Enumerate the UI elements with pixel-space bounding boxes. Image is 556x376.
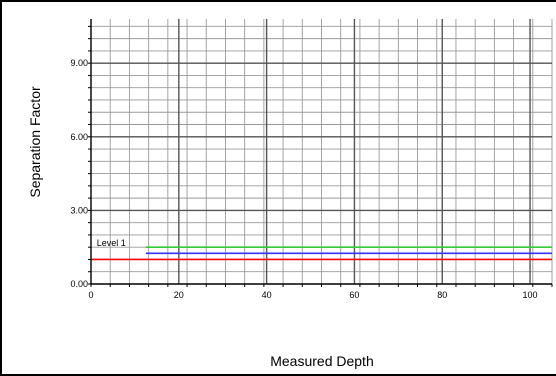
series-layer: [91, 246, 552, 261]
grid: [90, 19, 553, 285]
y-tick-label: 3.00: [70, 205, 88, 215]
x-axis-title: Measured Depth: [270, 353, 374, 369]
x-tick-label: 40: [262, 290, 272, 300]
y-tick-label: 6.00: [70, 132, 88, 142]
y-axis-title: Separation Factor: [27, 86, 43, 198]
x-tick-label: 60: [349, 290, 359, 300]
y-tick-label: 0.00: [70, 279, 88, 289]
x-tick-label: 0: [88, 290, 93, 300]
annotation-label: Level 1: [97, 238, 126, 248]
x-tick-label: 80: [437, 290, 447, 300]
x-tick-label: 20: [174, 290, 184, 300]
labels-layer: 0 20 40 60 80 100 0.00 3.00 6.00 9.00 Level 1: [70, 58, 537, 300]
y-tick-label: 9.00: [70, 58, 88, 68]
axes: [88, 19, 553, 287]
x-tick-label: 100: [523, 290, 538, 300]
